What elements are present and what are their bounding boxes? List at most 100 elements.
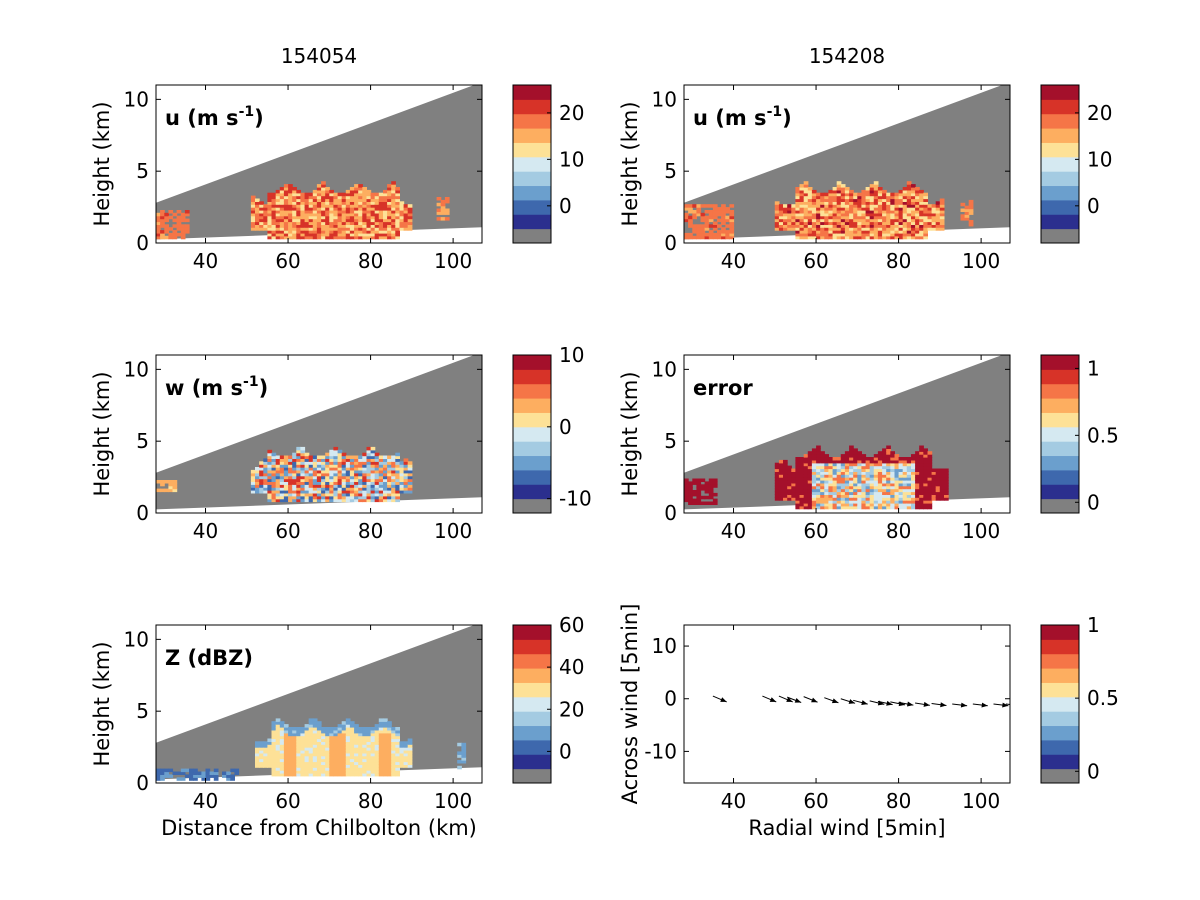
data-cell — [312, 478, 318, 482]
data-cell — [312, 498, 318, 503]
data-cell — [370, 215, 376, 220]
data-cell — [329, 750, 334, 754]
data-cell — [176, 221, 182, 225]
data-cell — [857, 195, 862, 200]
data-cell — [692, 224, 697, 228]
data-cell — [374, 227, 380, 231]
data-cell — [807, 482, 813, 487]
data-cell — [440, 199, 446, 204]
data-cell — [911, 502, 916, 507]
data-cell — [700, 218, 706, 223]
data-cell — [279, 469, 285, 474]
x-tick-label: 60 — [275, 249, 300, 273]
data-cell — [213, 771, 219, 775]
data-cell — [160, 218, 165, 223]
data-cell — [333, 747, 339, 751]
data-cell — [865, 502, 871, 507]
data-cell — [923, 465, 928, 470]
data-cell — [811, 224, 817, 228]
data-cell — [700, 484, 706, 488]
data-cell — [906, 485, 912, 490]
data-cell — [366, 495, 372, 500]
data-cell — [807, 465, 813, 470]
data-cell — [886, 207, 891, 211]
data-cell — [873, 462, 879, 467]
data-cell — [321, 727, 326, 731]
data-cell — [354, 761, 359, 765]
data-cell — [778, 468, 784, 472]
data-cell — [844, 474, 850, 478]
data-cell — [906, 465, 912, 470]
data-cell — [824, 204, 829, 208]
data-cell — [832, 227, 838, 231]
data-cell — [345, 464, 351, 468]
data-cell — [321, 729, 326, 734]
data-cell — [304, 469, 310, 474]
data-cell — [927, 204, 933, 208]
data-cell — [378, 758, 384, 763]
data-cell — [341, 455, 347, 459]
data-cell — [383, 490, 388, 494]
data-cell — [164, 774, 169, 778]
data-cell — [799, 474, 805, 478]
data-cell — [271, 761, 277, 765]
data-cell — [292, 750, 297, 754]
data-cell — [849, 485, 854, 490]
data-cell — [304, 455, 310, 459]
data-cell — [816, 482, 821, 487]
data-cell — [915, 505, 920, 510]
data-cell — [279, 755, 285, 760]
data-cell — [341, 484, 347, 488]
data-cell — [366, 744, 372, 748]
data-cell — [816, 215, 821, 220]
data-cell — [919, 491, 924, 495]
data-cell — [288, 464, 293, 468]
data-cell — [337, 232, 343, 237]
data-cell — [383, 718, 388, 722]
data-cell — [849, 448, 854, 452]
colorbar-segment — [1041, 185, 1079, 201]
y-tick-label: -10 — [644, 739, 677, 763]
data-cell — [292, 230, 297, 234]
data-cell — [807, 480, 813, 484]
data-cell — [816, 232, 821, 237]
data-cell — [296, 461, 301, 465]
data-cell — [898, 224, 904, 228]
data-cell — [807, 457, 813, 461]
data-cell — [370, 727, 376, 731]
data-cell — [387, 724, 392, 728]
data-cell — [383, 738, 388, 742]
data-cell — [407, 750, 413, 754]
data-cell — [345, 758, 351, 763]
data-cell — [345, 204, 351, 208]
data-cell — [271, 498, 277, 503]
data-cell — [300, 741, 306, 745]
data-cell — [824, 471, 829, 475]
data-cell — [886, 451, 891, 455]
data-cell — [283, 235, 289, 240]
data-cell — [259, 475, 264, 480]
data-cell — [312, 192, 318, 197]
data-cell — [234, 768, 240, 773]
data-cell — [395, 218, 400, 223]
data-cell — [275, 490, 281, 494]
data-cell — [783, 482, 788, 487]
data-cell — [325, 469, 330, 474]
data-cell — [354, 770, 359, 774]
data-cell — [894, 477, 900, 481]
data-cell — [255, 207, 260, 211]
data-cell — [873, 477, 879, 481]
data-cell — [267, 215, 273, 220]
data-cell — [312, 772, 318, 777]
data-cell — [349, 750, 355, 754]
data-cell — [337, 495, 343, 500]
data-cell — [366, 761, 372, 765]
data-cell — [824, 477, 829, 481]
data-cell — [395, 461, 400, 465]
data-cell — [828, 471, 834, 475]
data-cell — [275, 755, 281, 760]
data-cell — [844, 221, 850, 225]
colorbar-tick-label: 60 — [559, 613, 584, 637]
data-cell — [337, 744, 343, 748]
plot-area — [156, 355, 482, 510]
